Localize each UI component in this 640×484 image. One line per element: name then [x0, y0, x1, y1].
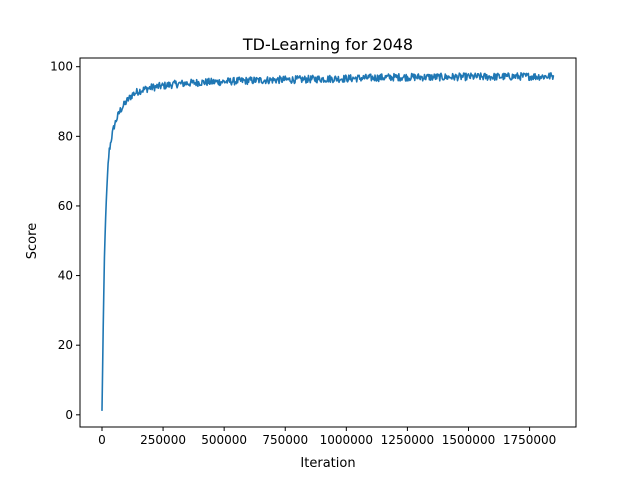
y-tick-label: 20	[58, 338, 73, 352]
y-tick-label: 40	[58, 269, 73, 283]
x-tick-label: 500000	[201, 433, 247, 447]
x-tick-label: 1500000	[442, 433, 495, 447]
x-tick-label: 750000	[262, 433, 308, 447]
chart-title: TD-Learning for 2048	[242, 35, 413, 54]
y-tick-label: 0	[65, 408, 73, 422]
series-line-0	[101, 72, 555, 411]
x-tick-label: 0	[98, 433, 106, 447]
y-tick-label: 100	[50, 60, 73, 74]
y-tick-label: 80	[58, 129, 73, 143]
x-axis-label: Iteration	[300, 456, 355, 471]
plot-area: 0 250000 500000 750000 1000000 1250000 1500000…	[50, 57, 577, 447]
axes-frame	[79, 57, 577, 428]
y-tick-label: 60	[58, 199, 73, 213]
x-tick-label: 250000	[140, 433, 186, 447]
x-tick-label: 1000000	[320, 433, 373, 447]
x-tick-label: 1250000	[381, 433, 434, 447]
y-axis-label: Score	[25, 223, 40, 259]
x-tick-label: 1750000	[503, 433, 556, 447]
